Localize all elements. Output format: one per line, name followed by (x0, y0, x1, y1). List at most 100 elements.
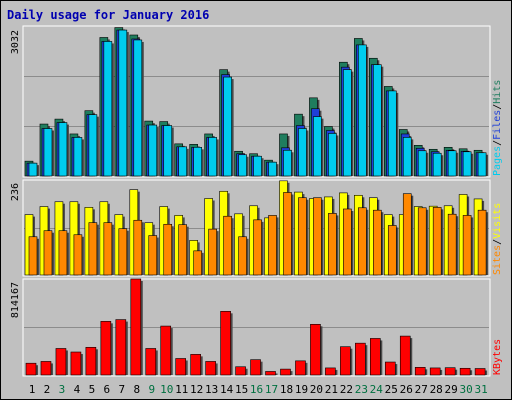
kbytes-bar-day-26 (399, 335, 411, 376)
day-axis-labels: 1 2 3 4 5 6 7 8 9 10 11 12 13 14 15 16 17 18 19 20 21 22 23 24 2… (29, 383, 488, 396)
sites-bar-day-13 (208, 228, 217, 276)
sites-bar-day-18 (283, 192, 292, 276)
pages-bar-day-30 (462, 151, 472, 177)
pages-bar-day-21 (328, 133, 337, 177)
sites-bar-day-14 (223, 215, 232, 276)
day-label: 4 (74, 383, 81, 396)
pages-bar-day-22 (343, 69, 352, 177)
middle-max-label: 236 (10, 183, 21, 201)
pages-bar-day-1 (28, 162, 38, 177)
middle-legend: Sites/Visits (492, 203, 503, 275)
top-max-label: 3032 (10, 30, 21, 54)
kbytes-bar-day-28 (429, 367, 441, 376)
pages-bar-day-17 (268, 161, 277, 177)
pages-bar-day-29 (447, 150, 457, 177)
sites-bar-day-24 (373, 209, 382, 276)
sites-bar-day-3 (58, 230, 68, 276)
pages-bar-day-7 (118, 29, 128, 177)
sites-bar-day-29 (447, 213, 457, 276)
bottom-max-label: 814167 (10, 282, 21, 318)
kbytes-bar-day-13 (205, 361, 216, 376)
sites-bar-day-25 (387, 225, 397, 276)
kbytes-bar-day-27 (414, 367, 426, 376)
kbytes-bar-day-31 (474, 368, 486, 376)
day-label: 30 (460, 383, 473, 396)
kbytes-bar-day-18 (280, 368, 291, 376)
legend-pages: Pages (492, 146, 503, 176)
day-label: 17 (265, 383, 278, 396)
day-label: 8 (133, 383, 140, 396)
day-label: 23 (355, 383, 368, 396)
legend-sep-1: / (492, 140, 503, 146)
pages-bar-day-13 (208, 137, 217, 177)
kbytes-bar-day-25 (384, 361, 396, 376)
pages-bar-day-8 (133, 39, 143, 177)
kbytes-bar-day-6 (100, 321, 112, 376)
day-label: 1 (29, 383, 36, 396)
pages-bar-day-20 (313, 116, 322, 177)
kbytes-bar-day-2 (40, 361, 52, 376)
kbytes-bar-day-17 (265, 371, 276, 376)
sites-bar-day-19 (298, 197, 307, 276)
day-label: 3 (59, 383, 66, 396)
day-label: 10 (160, 383, 173, 396)
kbytes-bar-day-23 (355, 342, 366, 376)
kbytes-bar-day-1 (25, 362, 37, 376)
bottom-panel-bars (25, 278, 488, 376)
pages-bar-day-10 (163, 125, 173, 177)
kbytes-bar-day-15 (235, 366, 246, 376)
top-legend: Pages/Files/Hits (492, 80, 503, 176)
sites-bar-day-30 (462, 215, 472, 276)
kbytes-bar-day-12 (190, 354, 201, 376)
day-label: 19 (295, 383, 308, 396)
day-label: 31 (474, 383, 487, 396)
top-panel-bars (24, 27, 489, 177)
kbytes-bar-day-5 (85, 346, 97, 376)
sites-bar-day-5 (88, 222, 98, 276)
kbytes-bar-day-4 (70, 351, 82, 376)
sites-bar-day-7 (118, 228, 128, 276)
legend-sep-2: / (492, 104, 503, 110)
kbytes-bar-day-29 (444, 367, 456, 376)
pages-bar-day-11 (178, 146, 187, 177)
pages-bar-day-9 (148, 124, 158, 177)
sites-bar-day-23 (358, 207, 367, 276)
day-label: 16 (250, 383, 263, 396)
kbytes-legend: KBytes (492, 339, 503, 375)
kbytes-bar-day-30 (459, 367, 471, 376)
sites-bar-day-12 (193, 250, 202, 276)
sites-bar-day-8 (133, 219, 143, 276)
pages-bar-day-28 (432, 152, 442, 177)
pages-bar-day-24 (373, 64, 382, 177)
legend-hits: Hits (492, 80, 503, 104)
kbytes-bar-day-16 (250, 359, 261, 376)
day-label: 2 (44, 383, 51, 396)
day-label: 14 (220, 383, 234, 396)
day-label: 29 (445, 383, 458, 396)
sites-bar-day-11 (178, 224, 187, 276)
day-label: 22 (340, 383, 353, 396)
day-label: 13 (205, 383, 218, 396)
kbytes-bar-day-9 (145, 348, 157, 376)
pages-bar-day-12 (193, 147, 202, 177)
legend-sites: Sites (492, 245, 503, 275)
middle-panel: 236 Sites/Visits (10, 179, 503, 277)
sites-bar-day-28 (432, 207, 442, 276)
pages-bar-day-26 (402, 137, 412, 177)
sites-bar-day-31 (477, 209, 487, 276)
pages-bar-day-23 (358, 44, 367, 177)
bottom-panel: 814167 KBytes (10, 278, 503, 377)
day-label: 15 (235, 383, 248, 396)
day-label: 7 (119, 383, 126, 396)
legend-sep-3: / (492, 239, 503, 245)
pages-bar-day-4 (73, 137, 83, 177)
pages-bar-day-27 (417, 150, 427, 177)
day-label: 28 (430, 383, 443, 396)
pages-bar-day-19 (298, 128, 307, 177)
sites-bar-day-22 (343, 208, 352, 276)
legend-files: Files (492, 110, 503, 140)
sites-bar-day-2 (43, 230, 53, 276)
pages-bar-day-18 (283, 149, 292, 177)
sites-bar-day-10 (163, 223, 173, 276)
